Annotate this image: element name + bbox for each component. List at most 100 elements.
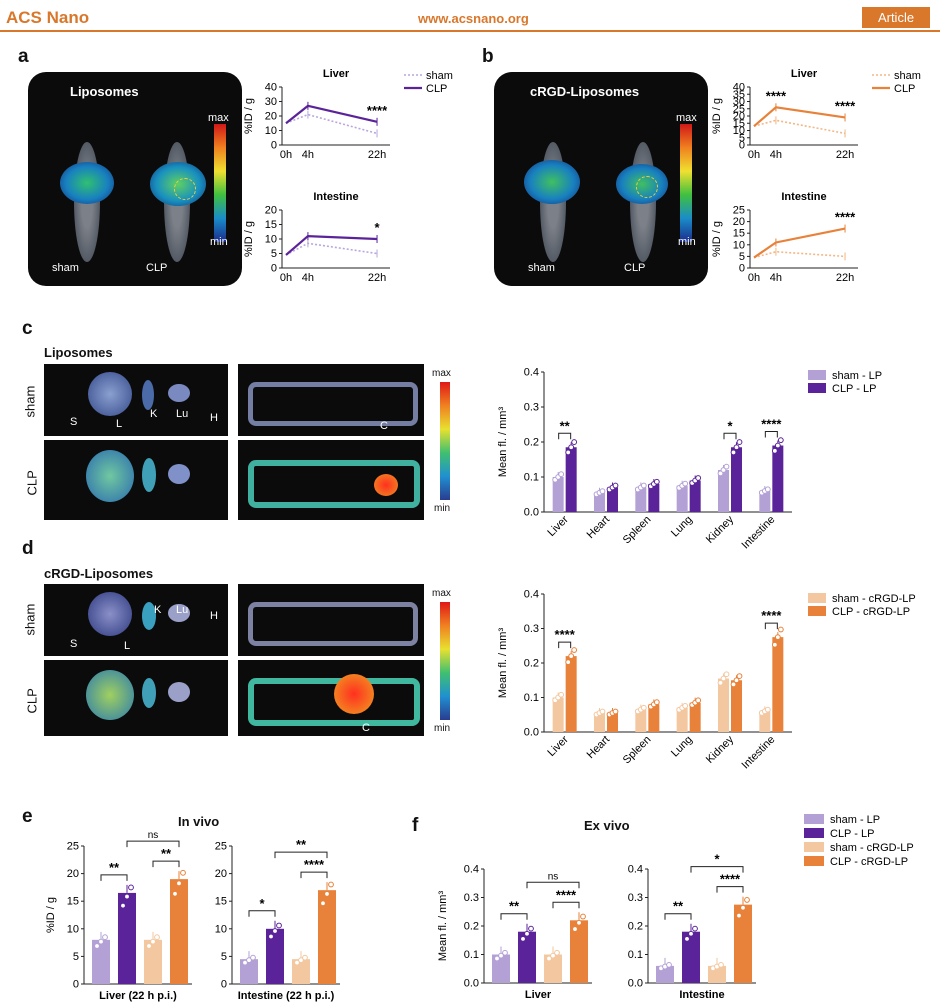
b-liver-xtick-label: 0h [748,149,760,161]
e-liver-ytick-label: 25 [67,841,79,853]
panel-f-title: Ex vivo [584,818,630,833]
c-bars-point [730,449,737,456]
e-intestine-sig-bracket [248,910,276,917]
f-liver-ytick-label: 0.0 [464,978,479,990]
panel-c-colon-clp [238,440,424,520]
b-liver-ylabel: %ID / g [711,98,723,134]
panel-d-colon-clp [238,660,424,736]
e-intestine-sig: ** [296,837,307,852]
panel-d-label: d [22,538,34,559]
d-bars-ytick-label: 0.0 [524,727,539,739]
e-liver-ytick-label: 0 [73,979,79,991]
c-bars-point [771,447,778,454]
c-bars-bar [689,480,701,512]
e-liver-ytick-label: 15 [67,896,79,908]
panel-d-organs-sham [44,584,228,656]
header-rule [0,30,940,32]
d-bars-point [774,634,781,641]
e-intestine-point [324,891,330,897]
a-intestine-ytick-label: 20 [265,205,277,217]
d-bars-point [568,653,575,659]
organ-label-k: K [150,408,158,420]
f-intestine-point [744,897,750,903]
c-bars-point [695,475,702,481]
f-liver-point [576,919,582,926]
a-intestine-xtick-label: 4h [302,272,314,284]
colorbar-b [680,124,692,242]
journal-name: ACS Nano [6,8,90,27]
ef-legend-label: CLP - cRGD-LP [830,856,908,868]
d-bars-point [558,691,565,698]
panel-b-sham-label: sham [528,262,555,274]
ef-legend-label: sham - LP [830,814,880,826]
c-bars-xtick-label: Spleen [621,514,654,547]
d-bars-bar [648,704,660,732]
d-bars-ytick-label: 0.1 [524,692,539,704]
f-liver-sig-bracket [552,901,580,909]
panel-c-min-label: min [434,503,451,514]
f-liver-sig: ns [548,871,559,882]
c-bars-point [733,444,740,451]
b-intestine-xtick-label: 22h [836,272,854,284]
e-intestine-ytick-label: 0 [221,979,227,991]
b-liver-ytick-label: 25 [733,103,745,115]
d-bars-bar [689,702,701,732]
d-bars-point [695,697,702,704]
a-intestine-xtick-label: 0h [280,272,292,284]
e-liver-point [146,943,152,949]
organ-label-lu-d: Lu [176,604,189,616]
d-bars-point [720,675,727,682]
f-liver-point [580,913,586,920]
c-bars-ylabel: Mean fl. / mm³ [497,407,509,478]
b-intestine-line-clp [753,227,846,259]
a-intestine-ytick-label: 10 [265,234,277,246]
e-liver-sig-bracket [126,840,180,848]
f-liver-point [494,955,500,962]
c-bars-point [565,449,572,456]
f-intestine-ytick-label: 0.0 [628,978,643,990]
b-intestine-title: Intestine [781,191,826,203]
panel-a-label: a [18,46,29,67]
d-bars-point [640,704,647,711]
d-bars-point [717,679,724,686]
f-liver-ytick-label: 0.3 [464,892,479,904]
panel-c-organs-clp [44,440,228,520]
c-bars-ytick-label: 0.0 [524,507,539,519]
c-bars-sig: **** [761,417,782,432]
f-intestine-ytick-label: 0.3 [628,892,643,904]
f-liver-bar [570,920,588,983]
e-intestine-ytick-label: 5 [221,951,227,963]
b-liver-ytick-label: 0 [739,140,745,152]
panel-d-organs-clp [44,660,228,736]
b-liver-ytick-label: 20 [733,111,745,123]
e-liver-point [102,934,108,941]
f-intestine-point [736,912,742,919]
b-intestine-xtick-label: 0h [748,272,760,284]
a-liver-xtick-label: 22h [368,149,386,161]
e-intestine-point [272,928,278,934]
ef-legend-swatch [804,842,824,852]
b-intestine-ytick-label: 25 [733,205,745,217]
f-liver-point [524,930,530,937]
journal-url[interactable]: www.acsnano.org [418,11,529,26]
e-intestine-point [294,959,300,966]
b-liver-ytick-label: 15 [733,118,745,130]
e-intestine-sig: * [259,896,265,911]
panel-c-organs-sham [44,364,228,436]
d-bars-bar [718,678,729,732]
c-bars-bar [635,487,647,512]
c-bars-xtick-label: Lung [669,514,695,540]
f-intestine-point [740,904,746,911]
f-liver-bar [492,954,510,983]
c-bars-ytick-label: 0.4 [524,367,539,379]
panel-c-colon-sham [238,364,424,436]
f-liver-point [502,949,508,956]
e-liver-sig: ns [148,830,159,841]
a-liver-line-clp [285,104,378,125]
f-liver-sig: ** [509,899,520,914]
d-bars-bar [759,711,771,732]
b-liver-ytick-label: 35 [733,89,745,101]
e-liver-ytick-label: 10 [67,923,79,935]
a-liver-ylabel: %ID / g [243,98,255,134]
e-intestine-ytick-label: 10 [215,923,227,935]
